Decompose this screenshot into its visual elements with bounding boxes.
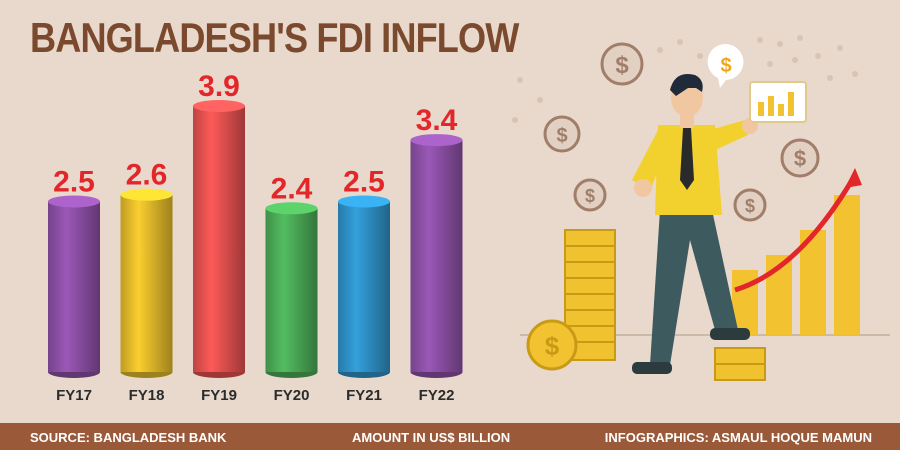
- svg-text:$: $: [545, 331, 560, 361]
- footer-bar: SOURCE: BANGLADESH BANK AMOUNT IN US$ BI…: [0, 423, 900, 450]
- chart-card-icon: [749, 81, 807, 123]
- value-label: 2.4: [271, 172, 313, 205]
- chart-title: BANGLADESH'S FDI INFLOW: [30, 14, 519, 61]
- bar-FY18: [120, 188, 173, 378]
- category-label: FY22: [419, 387, 455, 404]
- svg-text:$: $: [794, 146, 806, 171]
- businessman-illustration: $ $ $ $ $ $ $: [512, 35, 890, 381]
- svg-text:$: $: [615, 52, 629, 79]
- category-label: FY20: [274, 387, 310, 404]
- dollar-badge-icons: [543, 42, 820, 222]
- dot-pattern: [512, 35, 858, 123]
- speech-bubble-icon: [707, 44, 744, 88]
- bar-body: [265, 208, 318, 372]
- rising-bar-chart-icon: [732, 195, 860, 335]
- category-label: FY18: [129, 387, 165, 404]
- bar-top: [48, 195, 100, 208]
- svg-text:$: $: [556, 125, 567, 147]
- value-label: 3.4: [416, 104, 458, 137]
- bar-FY20: [265, 202, 318, 378]
- bar-FY19: [193, 100, 245, 378]
- credit-note: INFOGRAPHICS: ASMAUL HOQUE MAMUN: [604, 430, 872, 445]
- bar-FY17: [48, 195, 100, 378]
- bar-body: [410, 140, 463, 372]
- bar-FY22: [410, 134, 463, 378]
- bar-body: [48, 201, 100, 372]
- bar-top: [338, 195, 390, 208]
- bar-top: [120, 188, 173, 201]
- value-label: 2.5: [343, 165, 385, 198]
- bar-top: [265, 202, 318, 215]
- source-note: SOURCE: BANGLADESH BANK: [30, 430, 227, 445]
- svg-text:$: $: [745, 196, 755, 216]
- bar-body: [120, 194, 173, 372]
- red-trend-arrow-icon: [734, 173, 858, 293]
- bar-top: [410, 134, 463, 147]
- businessman-icon: [632, 74, 758, 374]
- value-label: 2.5: [53, 165, 95, 198]
- svg-text:$: $: [720, 55, 731, 77]
- bar-body: [338, 201, 390, 372]
- category-label: FY19: [201, 387, 237, 404]
- value-label: 3.9: [198, 70, 240, 103]
- value-label: 2.6: [126, 159, 168, 192]
- svg-text:$: $: [585, 186, 595, 206]
- bar-body: [193, 106, 245, 372]
- bar-top: [193, 100, 245, 112]
- unit-note: AMOUNT IN US$ BILLION: [352, 430, 511, 445]
- bar-FY21: [338, 195, 390, 378]
- category-label: FY21: [346, 387, 382, 404]
- category-label: FY17: [56, 387, 92, 404]
- dollar-coin-icon: $: [526, 319, 578, 371]
